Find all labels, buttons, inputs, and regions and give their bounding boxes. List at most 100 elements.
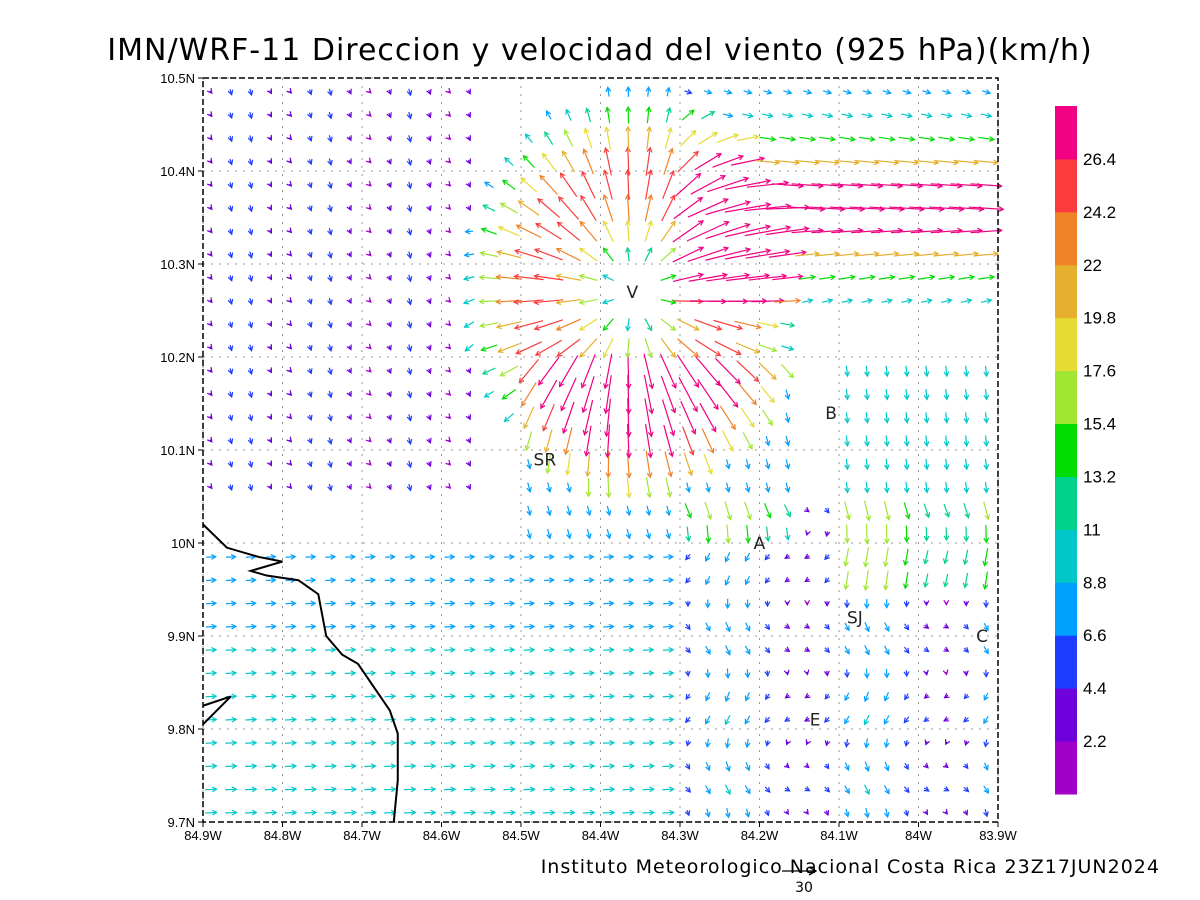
wind-arrow-shaft bbox=[245, 788, 257, 791]
wind-arrow bbox=[963, 481, 970, 494]
wind-arrow bbox=[864, 365, 870, 378]
wind-arrow-shaft bbox=[543, 811, 555, 814]
wind-arrow-head bbox=[290, 693, 297, 700]
wind-arrow bbox=[513, 248, 543, 260]
wind-arrow-head bbox=[251, 809, 258, 816]
wind-arrow-shaft bbox=[677, 151, 699, 173]
wind-arrow bbox=[903, 739, 910, 748]
wind-arrow bbox=[923, 481, 930, 494]
wind-arrow bbox=[365, 297, 372, 303]
wind-arrow bbox=[721, 430, 734, 452]
wind-arrow bbox=[864, 412, 870, 424]
wind-arrow bbox=[730, 156, 766, 166]
wind-arrow-shaft bbox=[742, 113, 753, 117]
wind-arrow-shaft bbox=[697, 378, 719, 410]
wind-arrow-shaft bbox=[623, 672, 634, 675]
wind-arrow-head bbox=[369, 553, 376, 560]
wind-arrow-head bbox=[509, 553, 516, 560]
wind-arrow bbox=[365, 250, 372, 257]
wind-arrow bbox=[764, 526, 771, 543]
wind-arrow-head bbox=[469, 623, 476, 630]
wind-arrow-head bbox=[450, 739, 457, 746]
wind-arrow-shaft bbox=[765, 482, 770, 492]
wind-arrow-head bbox=[206, 111, 213, 118]
wind-arrow-shaft bbox=[444, 602, 455, 605]
wind-arrow bbox=[963, 526, 970, 543]
wind-arrow bbox=[844, 739, 850, 748]
wind-arrow bbox=[521, 382, 537, 407]
wind-arrow bbox=[445, 111, 452, 117]
wind-arrow bbox=[406, 460, 413, 469]
wind-arrow-head bbox=[465, 88, 472, 95]
wind-arrow bbox=[426, 251, 432, 258]
wind-arrow-shaft bbox=[745, 250, 790, 259]
wind-arrow-head bbox=[445, 87, 452, 94]
wind-arrow-shaft bbox=[583, 765, 595, 768]
wind-arrow bbox=[560, 377, 577, 412]
wind-arrow-head bbox=[286, 250, 293, 257]
wind-arrow-head bbox=[943, 464, 950, 471]
wind-arrow-head bbox=[942, 581, 949, 588]
wind-arrow-shaft bbox=[563, 742, 575, 744]
wind-arrow bbox=[861, 298, 874, 304]
wind-arrow-head bbox=[247, 438, 254, 445]
wind-arrow bbox=[483, 809, 497, 816]
wind-arrow-head bbox=[286, 204, 293, 211]
wind-arrow bbox=[503, 413, 515, 423]
wind-arrow bbox=[714, 340, 742, 355]
wind-arrow-head bbox=[480, 227, 487, 233]
wind-arrow bbox=[725, 645, 731, 656]
wind-arrow-head bbox=[528, 553, 535, 560]
wind-arrow bbox=[858, 136, 876, 142]
wind-arrow bbox=[503, 786, 516, 793]
wind-arrow bbox=[660, 274, 677, 281]
wind-arrow-shaft bbox=[844, 762, 850, 771]
wind-arrow bbox=[266, 344, 273, 351]
wind-arrow bbox=[227, 368, 234, 375]
wind-arrow-shaft bbox=[463, 298, 475, 304]
wind-arrow-head bbox=[625, 85, 632, 92]
wind-arrow-shaft bbox=[965, 365, 968, 377]
wind-arrow bbox=[884, 761, 890, 772]
wind-arrow bbox=[703, 454, 713, 475]
wind-arrow-head bbox=[943, 623, 950, 629]
wind-arrow-shaft bbox=[225, 811, 237, 814]
wind-arrow-head bbox=[923, 786, 930, 792]
wind-arrow-shaft bbox=[845, 365, 849, 377]
wind-arrow-shaft bbox=[305, 579, 316, 582]
wind-arrow bbox=[286, 343, 293, 350]
wind-arrow-head bbox=[863, 742, 870, 749]
wind-arrow-head bbox=[307, 461, 313, 468]
wind-arrow-shaft bbox=[547, 505, 551, 516]
wind-arrow-head bbox=[227, 275, 234, 282]
wind-arrow-head bbox=[231, 623, 238, 630]
wind-arrow bbox=[406, 111, 413, 120]
wind-arrow-shaft bbox=[642, 695, 654, 698]
wind-arrow bbox=[764, 553, 771, 561]
wind-arrow-head bbox=[668, 646, 675, 653]
wind-arrow-head bbox=[766, 89, 773, 95]
wind-arrow-shaft bbox=[795, 252, 819, 257]
wind-arrow-head bbox=[560, 405, 566, 412]
wind-arrow-head bbox=[271, 763, 278, 770]
wind-arrow bbox=[344, 786, 357, 793]
wind-arrow-head bbox=[844, 625, 850, 632]
wind-arrow-head bbox=[206, 367, 213, 374]
x-tick-label: 84.3W bbox=[661, 828, 699, 843]
wind-arrow bbox=[426, 112, 432, 119]
wind-arrow bbox=[981, 89, 992, 95]
x-tick-label: 84.8W bbox=[264, 828, 302, 843]
wind-arrow bbox=[406, 437, 413, 446]
wind-arrow-head bbox=[706, 513, 713, 521]
wind-arrow-head bbox=[346, 483, 352, 491]
wind-arrow bbox=[843, 571, 850, 591]
wind-arrow-shaft bbox=[690, 175, 726, 195]
wind-arrow-head bbox=[864, 626, 870, 633]
wind-arrow bbox=[483, 181, 494, 189]
wind-arrow bbox=[265, 763, 278, 770]
wind-arrow-head bbox=[330, 670, 337, 677]
wind-arrow bbox=[864, 784, 870, 796]
wind-arrow-head bbox=[647, 246, 653, 254]
wind-arrow-shaft bbox=[566, 453, 571, 475]
wind-arrow bbox=[724, 202, 772, 213]
